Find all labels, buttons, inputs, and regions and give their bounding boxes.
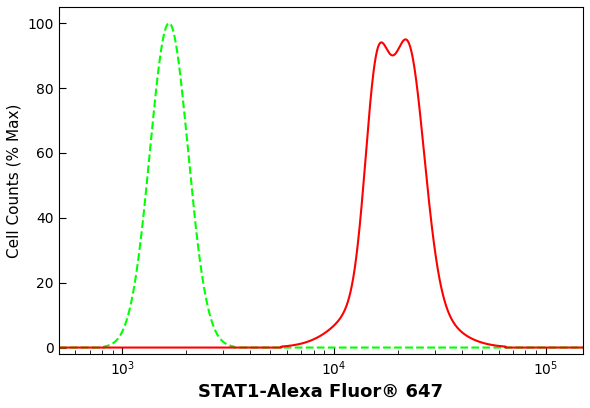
Y-axis label: Cell Counts (% Max): Cell Counts (% Max): [7, 103, 22, 258]
X-axis label: STAT1-Alexa Fluor® 647: STAT1-Alexa Fluor® 647: [198, 383, 444, 401]
